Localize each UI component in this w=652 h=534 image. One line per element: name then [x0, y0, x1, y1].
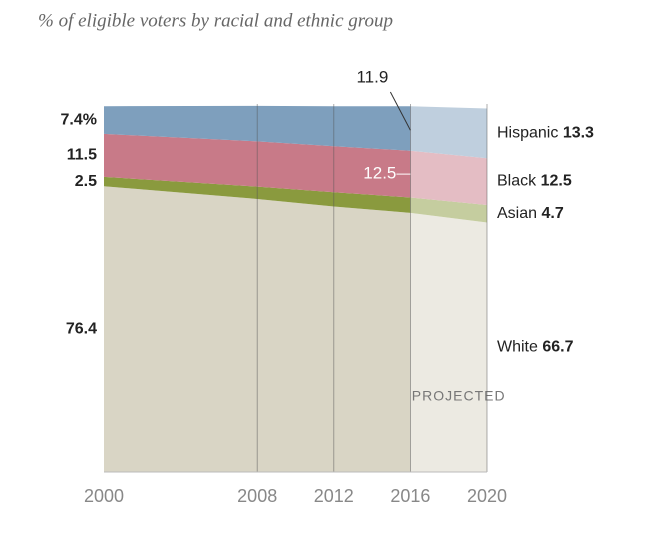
annotation: 11.9 [356, 67, 388, 86]
start-label: 2.5 [75, 173, 97, 190]
series-name: Hispanic [497, 125, 558, 142]
projected-label: PROJECTED [412, 388, 506, 404]
area [104, 186, 487, 472]
start-label: 76.4 [66, 320, 97, 337]
end-label: Black 12.5 [497, 173, 572, 190]
end-value: 13.3 [563, 125, 594, 142]
start-label: 11.5 [67, 147, 97, 164]
x-tick-label: 2012 [314, 486, 354, 506]
end-value: 4.7 [541, 205, 563, 222]
series-name: Asian [497, 205, 537, 222]
x-tick-label: 2000 [84, 486, 124, 506]
series-name: White [497, 338, 538, 355]
area [104, 176, 487, 223]
area [104, 133, 487, 205]
projected-region [410, 88, 487, 472]
start-label: 7.4% [61, 111, 97, 128]
area [104, 105, 487, 159]
series-name: Black [497, 173, 537, 190]
x-tick-label: 2016 [390, 486, 430, 506]
end-label: Asian 4.7 [497, 205, 564, 222]
end-label: White 66.7 [497, 338, 574, 355]
x-tick-label: 2020 [467, 486, 507, 506]
end-value: 66.7 [542, 338, 573, 355]
chart-title: % of eligible voters by racial and ethni… [38, 10, 393, 31]
x-tick-label: 2008 [237, 486, 277, 506]
end-value: 12.5 [541, 173, 572, 190]
annotation: 12.5 [363, 164, 396, 183]
end-label: Hispanic 13.3 [497, 125, 594, 142]
annotation-line [389, 91, 411, 131]
